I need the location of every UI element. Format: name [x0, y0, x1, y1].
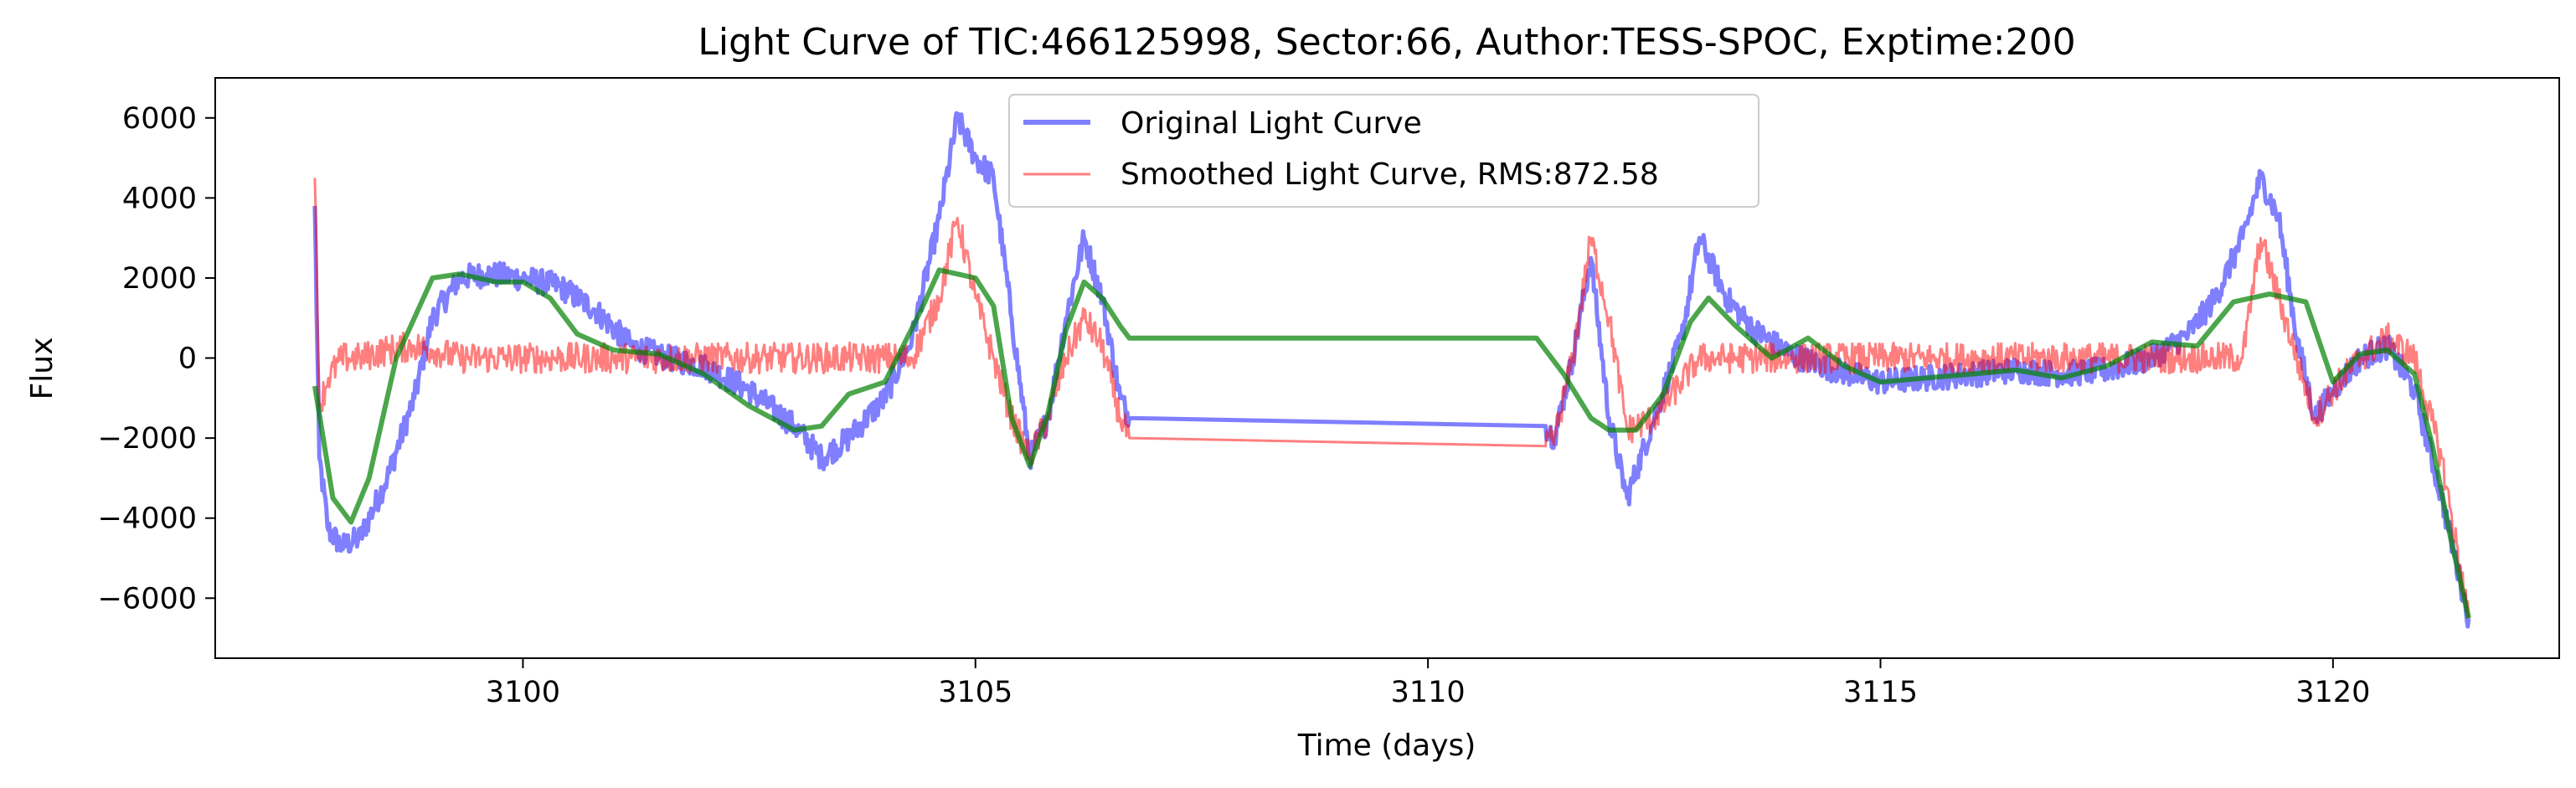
y-tick-label: 4000 — [122, 182, 197, 215]
x-axis: 3100 3105 3110 3115 3120 — [486, 658, 2370, 709]
x-tick-label: 3100 — [486, 676, 560, 709]
y-tick-label: 6000 — [122, 102, 197, 136]
legend-label-smoothed: Smoothed Light Curve, RMS:872.58 — [1121, 157, 1659, 192]
plot-frame — [214, 77, 2560, 659]
y-axis-label: Flux — [25, 337, 59, 400]
legend: Original Light Curve Smoothed Light Curv… — [1008, 94, 1759, 208]
y-tick-label: 0 — [178, 342, 197, 376]
y-tick-label: −4000 — [98, 502, 197, 536]
y-tick-label: 2000 — [122, 262, 197, 296]
series-layer — [312, 111, 2471, 629]
x-tick-label: 3120 — [2295, 676, 2370, 709]
y-tick-label: −2000 — [98, 422, 197, 456]
chart-title: Light Curve of TIC:466125998, Sector:66,… — [698, 21, 2075, 64]
x-tick-label: 3110 — [1391, 676, 1466, 709]
x-axis-label: Time (days) — [1297, 729, 1476, 763]
legend-label-original: Original Light Curve — [1121, 106, 1422, 141]
legend-box — [1008, 94, 1759, 208]
y-axis: −6000 −4000 −2000 0 2000 4000 6000 — [98, 102, 215, 615]
x-tick-label: 3115 — [1843, 676, 1918, 709]
y-tick-label: −6000 — [98, 582, 197, 615]
x-tick-label: 3105 — [938, 676, 1012, 709]
series-trend — [312, 267, 2471, 619]
series-smoothed — [313, 178, 2470, 619]
